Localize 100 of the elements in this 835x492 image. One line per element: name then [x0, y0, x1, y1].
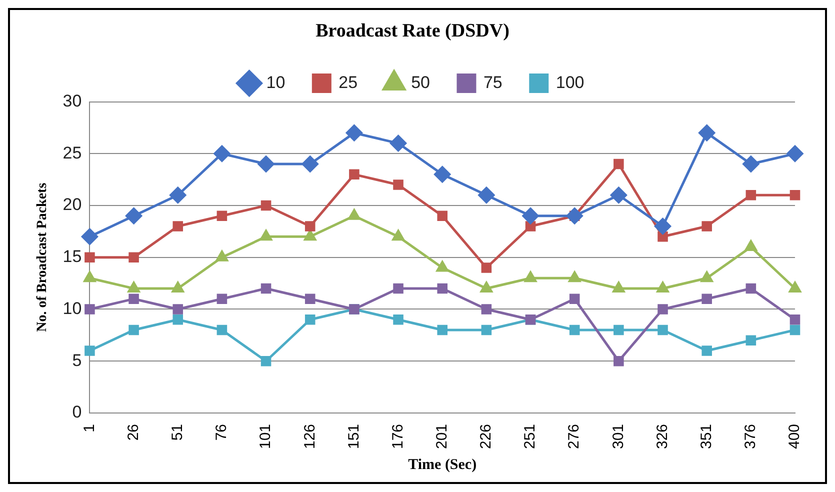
point	[260, 283, 272, 294]
x-tick-label: 51	[169, 424, 186, 441]
point	[654, 218, 672, 235]
y-tick-label: 15	[62, 247, 82, 266]
point	[436, 261, 448, 272]
point	[216, 210, 228, 222]
point	[434, 166, 451, 183]
x-tick-label: 226	[478, 424, 495, 450]
point	[260, 356, 272, 366]
x-axis-title: Time (Sec)	[408, 456, 477, 473]
point	[790, 324, 800, 336]
legend-label: 100	[556, 72, 584, 92]
point	[658, 232, 668, 242]
point	[216, 250, 228, 262]
legend-label: 50	[411, 72, 430, 92]
point	[260, 230, 272, 241]
point	[172, 304, 184, 314]
x-tick-label: 101	[257, 424, 274, 450]
point	[481, 324, 492, 336]
point	[214, 145, 230, 162]
point	[614, 356, 624, 366]
point	[170, 186, 186, 204]
point	[788, 282, 802, 293]
point	[216, 324, 228, 336]
point	[393, 314, 404, 325]
point	[84, 252, 95, 263]
point	[128, 252, 139, 263]
x-tick-label: 376	[742, 424, 760, 450]
point	[524, 271, 537, 282]
point	[612, 282, 625, 293]
point	[437, 283, 448, 294]
point	[390, 135, 407, 152]
x-tick-label: 301	[610, 424, 627, 450]
x-tick-label: 26	[124, 424, 142, 441]
point	[746, 283, 756, 294]
y-axis-title: No. of Broadcast Packets	[35, 182, 50, 332]
point	[304, 221, 316, 232]
point	[258, 156, 274, 172]
point	[569, 294, 580, 304]
point	[480, 282, 492, 293]
x-tick-label: 400	[786, 424, 804, 450]
x-tick-label: 276	[566, 424, 583, 450]
point	[302, 156, 318, 172]
x-tick-label: 351	[698, 424, 715, 450]
y-tick-label: 25	[62, 143, 82, 162]
x-tick-label: 201	[433, 424, 450, 450]
point	[128, 324, 139, 336]
point	[658, 324, 668, 336]
point	[304, 230, 316, 241]
point	[172, 221, 184, 232]
point	[393, 180, 404, 190]
x-tick-label: 176	[389, 424, 406, 450]
point	[84, 271, 96, 282]
point	[126, 208, 142, 224]
x-tick-label: 326	[654, 424, 671, 450]
chart-title: Broadcast Rate (DSDV)	[316, 20, 510, 42]
point	[742, 156, 760, 172]
point	[700, 271, 713, 282]
y-tick-label: 10	[62, 298, 82, 318]
point	[610, 186, 627, 204]
point	[349, 169, 360, 180]
legend-label: 75	[483, 72, 502, 92]
point	[437, 210, 448, 222]
point	[566, 208, 583, 224]
point	[172, 282, 184, 293]
point	[478, 186, 495, 204]
legend-label: 25	[338, 72, 358, 92]
y-tick-label: 30	[62, 91, 82, 110]
point	[614, 158, 624, 170]
x-tick-label: 126	[301, 424, 318, 450]
point	[81, 228, 98, 245]
x-tick-label: 1	[80, 424, 98, 432]
point	[172, 314, 184, 325]
point	[128, 294, 139, 304]
point	[569, 324, 580, 336]
point	[481, 304, 492, 314]
point	[260, 200, 272, 211]
point	[84, 346, 95, 356]
point	[392, 230, 404, 241]
point	[304, 294, 316, 304]
point	[614, 324, 624, 336]
point	[656, 282, 669, 293]
y-tick-label: 20	[62, 195, 82, 214]
point	[746, 335, 756, 346]
point	[346, 124, 362, 142]
y-tick-label: 0	[72, 402, 82, 422]
point	[525, 221, 536, 232]
point	[128, 282, 140, 293]
point	[437, 324, 448, 336]
point	[698, 124, 716, 142]
x-tick-label: 151	[345, 424, 362, 450]
point	[522, 208, 539, 224]
point	[746, 190, 756, 200]
point	[702, 294, 712, 304]
point	[702, 346, 712, 356]
legend-label: 10	[266, 72, 286, 92]
point	[744, 240, 757, 252]
point	[84, 304, 95, 314]
point	[216, 294, 228, 304]
point	[304, 314, 316, 325]
